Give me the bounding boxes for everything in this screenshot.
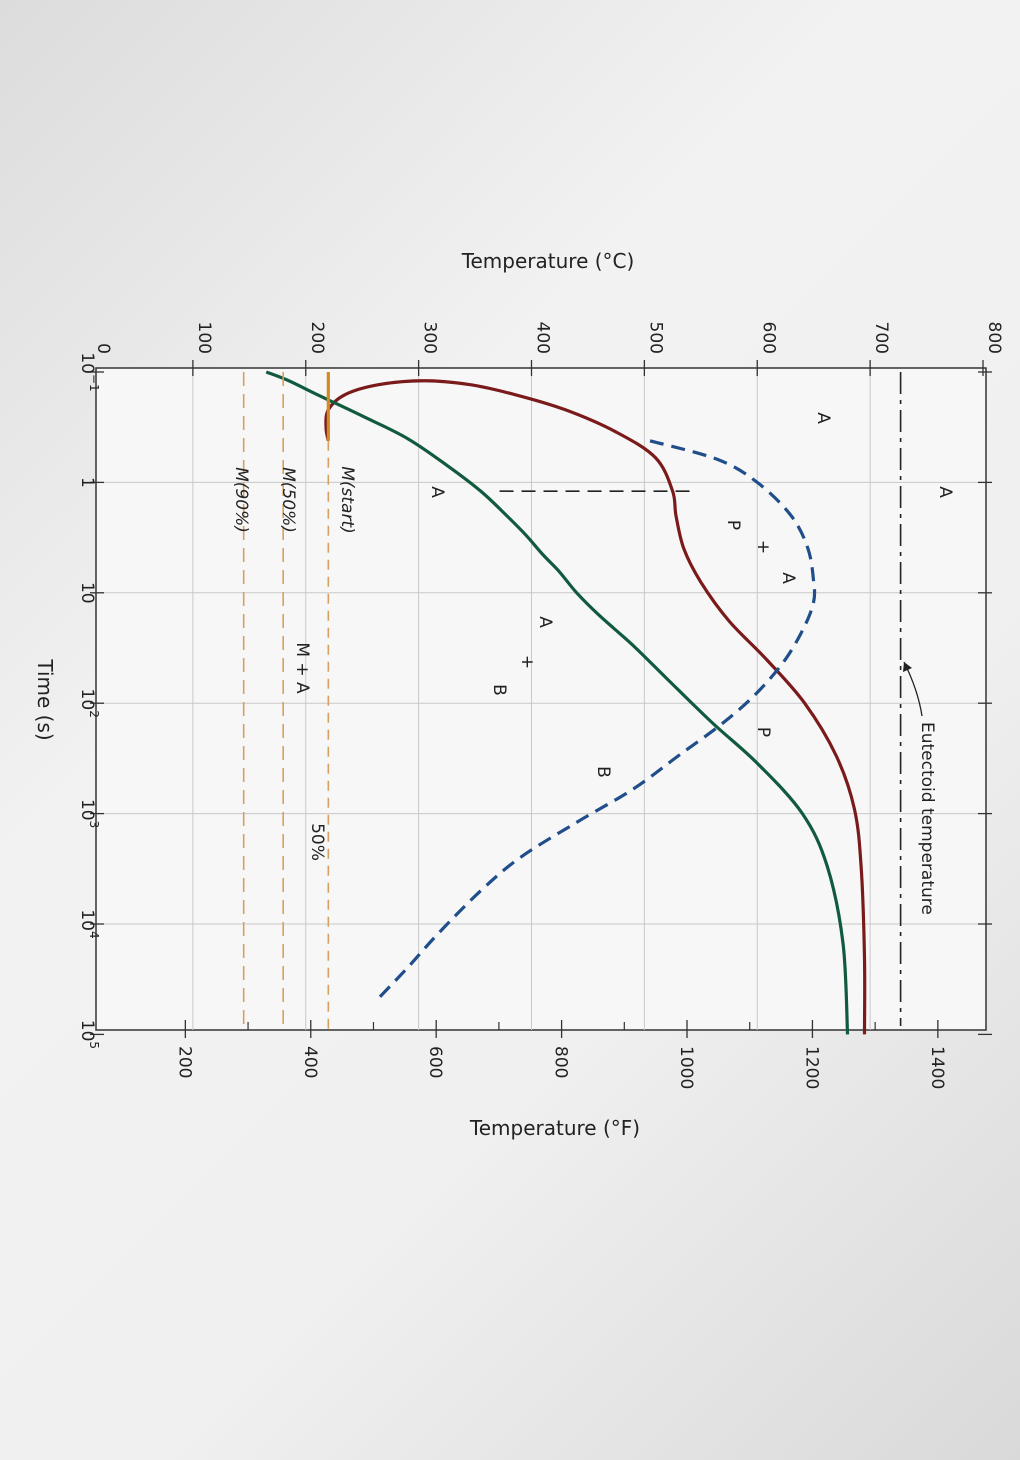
series-start — [324, 379, 867, 1035]
series-end — [265, 370, 850, 1035]
tick-label-temp-f-1000: 1000 — [676, 1046, 696, 1089]
tick-label-time-10: 10 — [77, 582, 97, 604]
x-axis-title: Time (s) — [33, 658, 57, 740]
series-50-completion — [374, 439, 817, 1003]
y-axis-title-fahrenheit: Temperature (°F) — [469, 1116, 640, 1140]
plot-area — [95, 367, 987, 1031]
region-label-b: B — [593, 766, 613, 778]
region-label-m-plus-a: M + A — [292, 642, 312, 694]
y-axis-title-celsius: Temperature (°C) — [461, 249, 635, 273]
region-label-plus-of-a-plus-b: + — [517, 655, 537, 669]
region-label-a-lower: A — [427, 486, 447, 498]
label-m-50: M(50%) — [278, 467, 298, 533]
tick-label-temp-c-800: 800 — [984, 322, 1004, 354]
tick-label-temp-c-200: 200 — [307, 322, 327, 354]
tick-label-time-1000: 103 — [77, 799, 101, 828]
tick-label-temp-c-100: 100 — [194, 322, 214, 354]
region-label-p-of-p-plus-a: P — [723, 520, 743, 530]
label-50-percent: 50% — [307, 823, 327, 861]
tick-label-temp-f-1200: 1200 — [801, 1046, 821, 1089]
tick-label-temp-f-400: 400 — [300, 1046, 320, 1078]
tick-label-temp-c-400: 400 — [533, 322, 553, 354]
label-eutectoid-temperature: Eutectoid temperature — [917, 722, 937, 915]
region-label-p: P — [753, 727, 773, 737]
tick-label-time-100: 102 — [77, 689, 101, 718]
series-curves — [242, 370, 902, 1035]
tick-label-temp-f-600: 600 — [425, 1046, 445, 1078]
tick-label-temp-c-300: 300 — [420, 322, 440, 354]
region-label-a-of-a-plus-b: A — [535, 616, 555, 628]
tick-label-temp-c-700: 700 — [871, 322, 891, 354]
tick-label-temp-f-200: 200 — [174, 1046, 194, 1078]
tick-label-temp-f-1400: 1400 — [927, 1046, 947, 1089]
region-label-b-of-a-plus-b: B — [489, 684, 509, 696]
tick-label-temp-c-0: 0 — [93, 343, 113, 354]
tick-label-temp-c-600: 600 — [758, 322, 778, 354]
region-label-a-top: A — [935, 486, 955, 498]
tick-label-temp-c-500: 500 — [645, 322, 665, 354]
tick-label-time-1: 1 — [77, 477, 97, 488]
label-m-start: M(start) — [337, 466, 357, 534]
tick-label-time-0.1: 10−1 — [77, 352, 101, 391]
tick-label-temp-f-800: 800 — [551, 1046, 571, 1078]
region-label-a-upper: A — [813, 412, 833, 424]
region-label-plus-of-p-plus-a: + — [753, 540, 773, 554]
label-m-90: M(90%) — [231, 467, 251, 533]
tick-label-time-10000: 104 — [77, 909, 101, 938]
region-label-a-of-p-plus-a: A — [778, 572, 798, 584]
eutectoid-arrowhead — [903, 662, 912, 672]
tick-label-time-100000: 105 — [77, 1020, 101, 1049]
axis-ticks: 0 100 200 300 400 500 600 700 800 10−1 1 10 102 103 10… — [77, 322, 1004, 1090]
